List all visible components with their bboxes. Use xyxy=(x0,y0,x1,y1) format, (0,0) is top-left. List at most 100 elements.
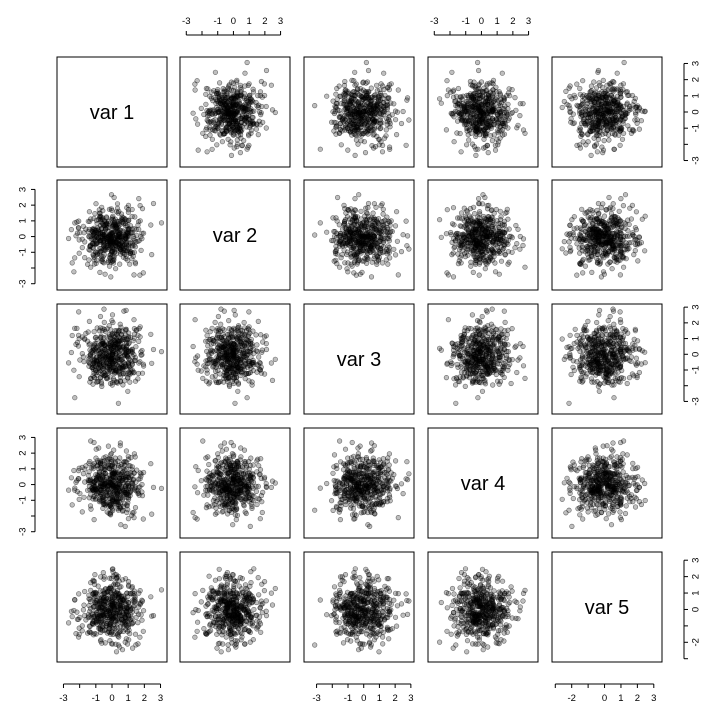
data-point xyxy=(110,365,116,371)
data-point xyxy=(226,326,232,332)
data-point xyxy=(378,120,384,126)
data-point xyxy=(579,132,585,138)
data-point xyxy=(76,374,82,380)
data-point xyxy=(387,219,393,225)
data-point xyxy=(599,219,605,225)
data-point xyxy=(235,388,241,394)
data-point xyxy=(622,192,629,198)
data-point xyxy=(596,101,603,107)
data-point xyxy=(504,110,510,116)
data-point xyxy=(87,341,93,347)
data-point xyxy=(247,92,253,98)
data-point xyxy=(563,88,569,94)
data-point xyxy=(91,227,98,233)
data-point xyxy=(471,250,477,257)
data-point xyxy=(482,233,488,239)
data-point xyxy=(598,274,605,280)
data-point xyxy=(624,101,630,107)
data-point xyxy=(109,318,115,324)
data-point xyxy=(93,233,100,239)
data-point xyxy=(453,231,460,237)
data-point xyxy=(582,263,589,269)
data-point xyxy=(356,192,362,198)
data-point xyxy=(129,213,135,220)
data-point xyxy=(218,334,225,341)
data-point xyxy=(382,135,388,141)
data-point xyxy=(88,375,94,382)
data-point xyxy=(504,240,510,246)
data-point xyxy=(485,238,491,244)
data-point xyxy=(256,354,262,360)
data-point xyxy=(582,249,588,255)
data-point xyxy=(259,103,265,110)
data-point xyxy=(458,111,465,117)
data-point xyxy=(484,97,491,104)
data-point xyxy=(215,106,221,112)
data-point xyxy=(346,118,352,124)
data-point xyxy=(139,206,146,212)
data-point xyxy=(212,373,218,379)
data-point xyxy=(210,97,216,104)
data-point xyxy=(580,270,586,276)
data-point xyxy=(114,205,121,211)
data-point xyxy=(342,127,348,133)
data-point xyxy=(453,93,460,99)
data-point xyxy=(598,240,604,246)
data-point xyxy=(580,100,586,107)
data-point xyxy=(478,225,484,231)
data-point xyxy=(111,343,117,349)
data-point xyxy=(369,107,375,113)
data-point xyxy=(603,207,609,213)
data-point xyxy=(250,114,256,121)
data-point xyxy=(596,80,602,86)
data-point xyxy=(492,269,499,275)
data-point xyxy=(330,215,336,221)
data-point xyxy=(620,130,627,136)
data-point xyxy=(114,379,120,385)
data-point xyxy=(451,236,457,242)
data-point xyxy=(93,354,100,360)
data-point xyxy=(86,234,92,240)
data-point xyxy=(363,205,369,211)
data-point xyxy=(505,249,512,255)
data-point xyxy=(493,206,499,213)
data-point xyxy=(131,331,138,337)
data-point xyxy=(238,92,244,98)
data-point xyxy=(594,149,601,155)
data-point xyxy=(136,196,142,202)
data-point xyxy=(92,211,98,217)
data-point xyxy=(312,232,318,238)
data-point xyxy=(355,100,361,106)
data-point xyxy=(611,146,618,152)
data-point xyxy=(136,238,142,244)
data-point xyxy=(221,343,228,350)
data-point xyxy=(577,250,583,256)
data-point xyxy=(485,105,491,112)
data-point xyxy=(564,101,570,107)
data-point xyxy=(344,225,350,231)
data-point xyxy=(371,233,377,239)
data-point xyxy=(458,252,465,258)
data-point xyxy=(404,243,410,249)
data-point xyxy=(376,98,382,104)
data-point xyxy=(455,261,462,267)
data-point xyxy=(355,109,362,116)
data-point xyxy=(593,109,599,116)
data-point xyxy=(515,122,521,128)
data-point xyxy=(126,217,132,223)
data-point xyxy=(226,318,232,324)
data-point xyxy=(352,254,359,260)
data-point xyxy=(91,254,97,260)
data-point xyxy=(106,332,112,338)
data-point xyxy=(360,236,366,242)
data-point xyxy=(138,247,144,253)
data-point xyxy=(107,338,113,344)
data-point xyxy=(120,254,126,260)
data-point xyxy=(269,377,276,384)
data-point xyxy=(65,235,72,242)
data-point xyxy=(383,257,389,263)
data-point xyxy=(477,209,483,215)
data-point xyxy=(345,269,351,275)
data-point xyxy=(355,86,361,92)
